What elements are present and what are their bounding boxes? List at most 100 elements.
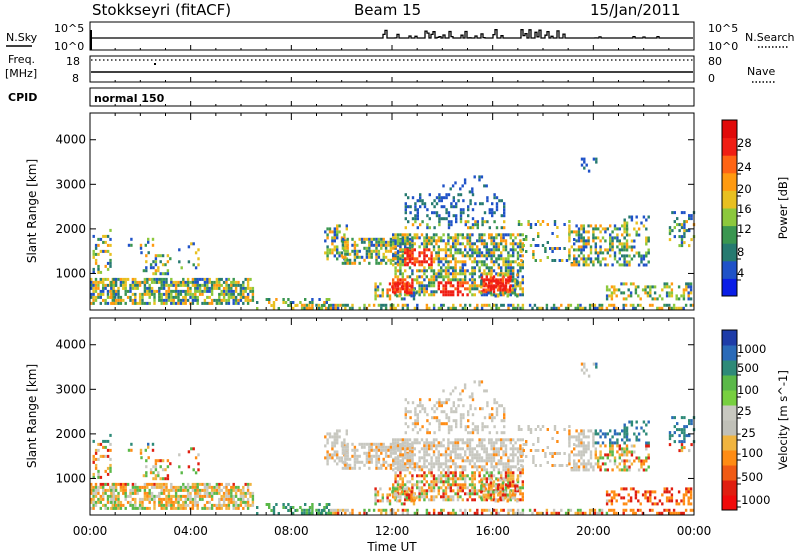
velocity-cell — [454, 441, 457, 445]
velocity-cell — [376, 490, 380, 494]
velocity-cell — [454, 492, 457, 496]
power-cell — [611, 242, 614, 246]
velocity-cell — [425, 474, 428, 478]
velocity-cell — [399, 495, 402, 499]
power-cell — [106, 234, 110, 238]
velocity-cell — [642, 429, 646, 433]
power-cell — [428, 281, 431, 285]
velocity-cell — [90, 482, 93, 486]
power-cell — [414, 202, 417, 206]
power-cell — [497, 306, 501, 310]
velocity-cell — [186, 497, 190, 501]
power-cell — [420, 290, 424, 294]
power-cell — [423, 242, 426, 246]
power-cell — [377, 237, 381, 241]
velocity-cell — [459, 392, 462, 396]
velocity-cell — [244, 494, 247, 498]
velocity-cell — [331, 444, 334, 448]
power-cell — [570, 263, 573, 267]
power-cell — [329, 303, 333, 307]
velocity-cell — [613, 432, 617, 436]
power-cell — [404, 217, 407, 221]
power-cell — [102, 292, 105, 296]
velocity-cell — [408, 480, 412, 484]
power-cell — [376, 294, 380, 298]
velocity-cell — [409, 410, 412, 414]
velocity-cell — [363, 442, 366, 446]
velocity-cell — [345, 432, 348, 436]
power-cell — [630, 215, 634, 219]
velocity-cell — [430, 486, 433, 490]
power-cell — [485, 242, 488, 246]
power-cell — [582, 254, 585, 258]
power-cell — [197, 248, 200, 252]
power-cell — [401, 260, 404, 264]
velocity-cell — [406, 453, 409, 457]
velocity-cell — [577, 450, 581, 454]
power-cell — [430, 257, 433, 261]
velocity-cell — [234, 503, 238, 507]
power-cell — [461, 184, 464, 188]
velocity-cell — [404, 450, 407, 454]
velocity-cell — [412, 499, 416, 503]
power-cell — [184, 289, 187, 293]
power-cell — [401, 254, 404, 258]
power-cell — [610, 294, 614, 298]
power-cell — [158, 286, 161, 290]
power-cell — [404, 251, 407, 255]
power-cell — [213, 283, 216, 287]
velocity-cell — [380, 508, 383, 512]
velocity-cell — [450, 428, 453, 432]
power-cell — [356, 255, 359, 259]
velocity-cell — [474, 428, 477, 432]
velocity-cell — [331, 435, 334, 439]
velocity-cell — [485, 462, 488, 466]
velocity-cell — [629, 487, 633, 491]
power-cell — [440, 306, 443, 310]
velocity-cell — [442, 462, 445, 466]
velocity-cell — [110, 497, 113, 501]
velocity-cell — [311, 506, 314, 509]
power-cell — [501, 282, 505, 286]
power-cell — [392, 278, 395, 282]
power-cell — [459, 278, 462, 282]
velocity-cell — [513, 484, 517, 488]
velocity-cell — [316, 512, 319, 515]
velocity-cell — [447, 468, 450, 472]
power-cell — [440, 199, 443, 203]
velocity-cell — [646, 490, 650, 494]
power-cell — [444, 266, 448, 270]
velocity-cell — [413, 447, 416, 451]
velocity-cell — [628, 438, 631, 442]
velocity-cell — [341, 442, 345, 446]
velocity-cell — [384, 460, 388, 464]
power-cell — [463, 178, 467, 182]
velocity-cell — [251, 500, 255, 504]
velocity-cell — [582, 441, 585, 445]
power-cell — [680, 306, 683, 310]
velocity-cell — [155, 482, 159, 486]
power-cell — [206, 286, 209, 290]
power-cell — [683, 211, 686, 215]
velocity-cell — [109, 494, 112, 498]
power-cell — [625, 254, 629, 258]
velocity-cell — [532, 458, 535, 461]
power-cell — [558, 247, 561, 250]
velocity-cell — [201, 494, 204, 498]
power-cell — [611, 245, 614, 249]
power-cell — [386, 288, 389, 292]
velocity-cell — [399, 438, 402, 442]
power-cell — [520, 223, 523, 226]
power-cell — [399, 257, 402, 261]
power-cell — [504, 245, 508, 249]
power-cell — [682, 297, 686, 301]
velocity-cell — [365, 451, 369, 455]
power-cell — [466, 287, 469, 291]
velocity-cell — [680, 446, 684, 450]
power-cell — [440, 248, 443, 252]
power-cell — [492, 245, 496, 249]
power-cell — [471, 187, 474, 191]
power-cell — [387, 249, 390, 253]
velocity-cell — [213, 485, 216, 489]
velocity-cell — [461, 465, 464, 469]
